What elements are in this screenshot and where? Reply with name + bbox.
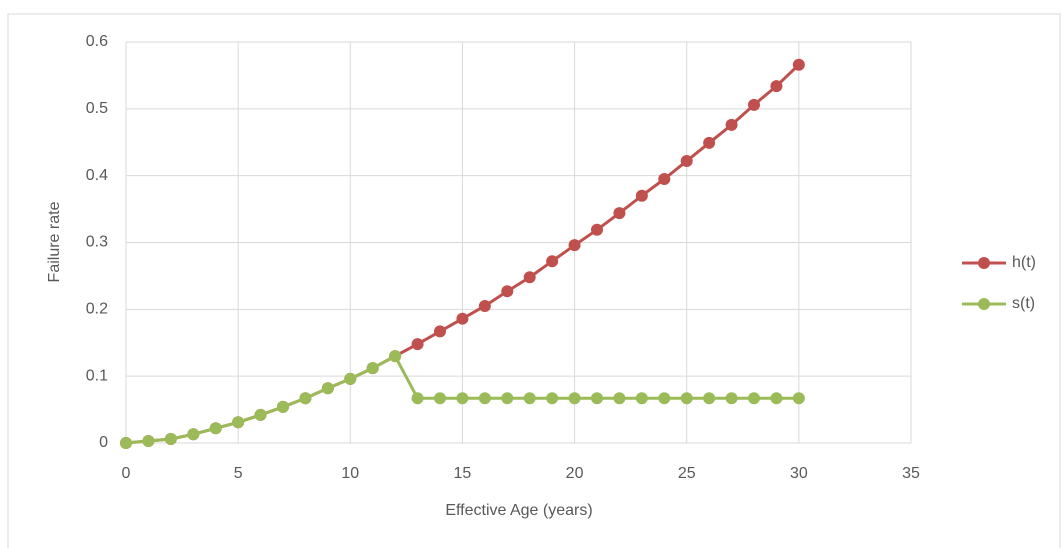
data-point [478, 299, 491, 312]
data-point [748, 98, 760, 111]
data-point [725, 118, 738, 131]
x-tick-label: 15 [454, 465, 472, 482]
data-point [411, 338, 424, 351]
data-point [568, 239, 581, 252]
y-tick-label: 0 [99, 434, 108, 451]
data-point [523, 392, 536, 405]
data-point [658, 392, 671, 405]
data-point [680, 392, 693, 405]
data-point [748, 392, 760, 405]
data-point [635, 189, 648, 202]
data-point [613, 207, 626, 220]
y-tick-label: 0.4 [86, 167, 108, 184]
legend-marker [978, 257, 990, 269]
data-point [120, 437, 132, 449]
x-tick-label: 5 [234, 465, 243, 482]
data-point [725, 392, 738, 405]
y-axis-title: Failure rate [46, 201, 63, 282]
data-point [792, 58, 805, 71]
legend-marker [978, 298, 990, 310]
data-point [613, 392, 626, 405]
data-point [792, 392, 805, 405]
y-tick-label: 0.6 [86, 33, 108, 50]
y-tick-label: 0.3 [86, 234, 108, 251]
data-point [703, 392, 716, 405]
data-point [523, 271, 536, 284]
x-axis-title: Effective Age (years) [445, 502, 592, 519]
data-point [434, 392, 446, 405]
data-point [321, 382, 334, 395]
data-point [478, 392, 491, 405]
data-point [680, 154, 693, 167]
data-point [187, 428, 200, 441]
data-point [501, 392, 514, 405]
data-point [635, 392, 648, 405]
x-tick-label: 0 [122, 465, 131, 482]
x-tick-label: 10 [341, 465, 359, 482]
data-point [411, 392, 424, 405]
data-point [703, 136, 716, 149]
x-tick-label: 25 [678, 465, 696, 482]
data-point [658, 173, 671, 186]
data-point [546, 392, 559, 405]
data-point [344, 372, 357, 385]
data-point [770, 392, 783, 405]
data-point [299, 392, 312, 405]
data-point [591, 223, 603, 236]
data-point [164, 432, 177, 445]
x-tick-label: 20 [566, 465, 584, 482]
data-point [142, 434, 155, 447]
data-point [456, 312, 469, 325]
y-tick-label: 0.5 [86, 100, 108, 117]
x-tick-label: 30 [790, 465, 808, 482]
data-point [501, 285, 514, 298]
data-point [209, 422, 222, 435]
y-tick-label: 0.2 [86, 301, 108, 318]
data-point [546, 255, 559, 268]
data-point [366, 362, 379, 375]
data-point [277, 400, 289, 413]
legend-label: h(t) [1012, 254, 1036, 271]
data-point [456, 392, 469, 405]
data-point [254, 408, 267, 421]
y-tick-label: 0.1 [86, 367, 108, 384]
data-point [389, 350, 402, 363]
data-point [770, 80, 783, 93]
data-point [434, 325, 446, 338]
data-point [591, 392, 603, 405]
data-point [232, 416, 245, 429]
x-tick-label: 35 [902, 465, 920, 482]
legend-label: s(t) [1012, 295, 1035, 312]
data-point [568, 392, 581, 405]
